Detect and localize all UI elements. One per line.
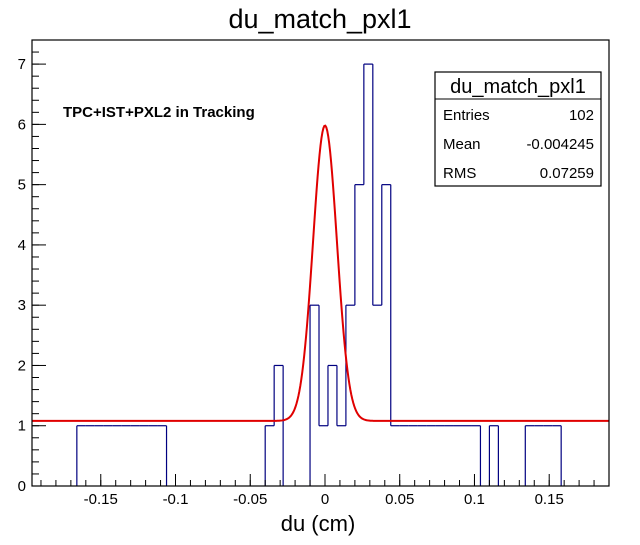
y-tick-label: 6 [18,116,26,133]
y-tick-label: 2 [18,357,26,374]
x-tick-label: -0.05 [233,491,267,508]
annotation-label: TPC+IST+PXL2 in Tracking [63,104,255,121]
plot-area [32,63,609,486]
x-tick-label: 0.05 [385,491,414,508]
stats-mean-value: -0.004245 [526,136,594,153]
y-tick-label: 0 [18,478,26,495]
stats-rms-label: RMS [443,165,476,182]
axes: -0.15 -0.1 -0.05 0 0.05 0.1 0.15 0 1 2 3 4 5 6 7 [18,39,610,508]
y-tick-label: 3 [18,297,26,314]
y-tick-label: 4 [18,237,26,254]
stats-mean-label: Mean [443,136,481,153]
x-tick-label: 0 [321,491,329,508]
stats-box-frame [434,71,602,187]
stats-entries-label: Entries [443,107,490,124]
stats-rms-value: 0.07259 [540,165,594,182]
y-tick-label: 7 [18,56,26,73]
y-tick-label: 1 [18,418,26,435]
chart-title: du_match_pxl1 [228,4,411,34]
fit-curve [32,124,609,422]
x-tick-label: -0.1 [163,491,189,508]
x-tick-label: 0.1 [464,491,485,508]
y-tick-label: 5 [18,177,26,194]
x-tick-label: 0.15 [535,491,564,508]
stats-box: du_match_pxl1 Entries 102 Mean -0.004245… [434,71,602,187]
stats-title: du_match_pxl1 [450,76,586,98]
plot-frame [31,39,610,487]
x-tick-label: -0.15 [84,491,118,508]
x-axis-title: du (cm) [281,511,356,536]
stats-entries-value: 102 [569,107,594,124]
